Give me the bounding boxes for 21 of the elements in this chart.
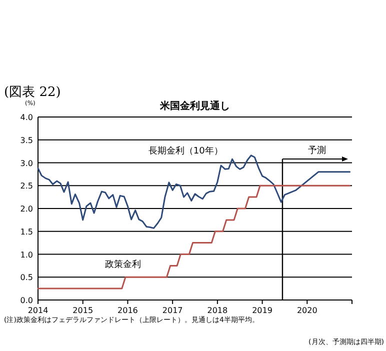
x-tick-label: 2019 [252,306,272,315]
y-tick-label: 1.0 [20,250,33,260]
y-tick-label: 4.0 [20,113,33,122]
x-tick-label: 2014 [28,306,48,315]
y-tick-label: 0.0 [20,296,33,305]
text: (図表 22) [4,85,61,100]
y-tick-label: 3.0 [20,158,33,168]
x-tick-label: 2015 [72,306,94,315]
series-label: 長期金利（10年） [148,146,223,157]
y-tick-label: 0.5 [20,273,33,282]
chart-title: 米国金利見通し [159,100,230,112]
y-tick-label: 1.5 [20,227,33,236]
x-tick-label: 2018 [207,306,228,315]
x-tick-label: 2016 [118,306,138,315]
series-label: 政策金利 [104,259,141,270]
y-tick-label: 2.5 [20,182,33,191]
y-tick-label: 3.5 [20,136,33,145]
ref-line-label: 予測 [308,145,326,156]
y-tick-label: 2.0 [20,204,33,214]
x-tick-label: 2020 [296,306,318,315]
x-tick-label: 2017 [162,306,183,315]
